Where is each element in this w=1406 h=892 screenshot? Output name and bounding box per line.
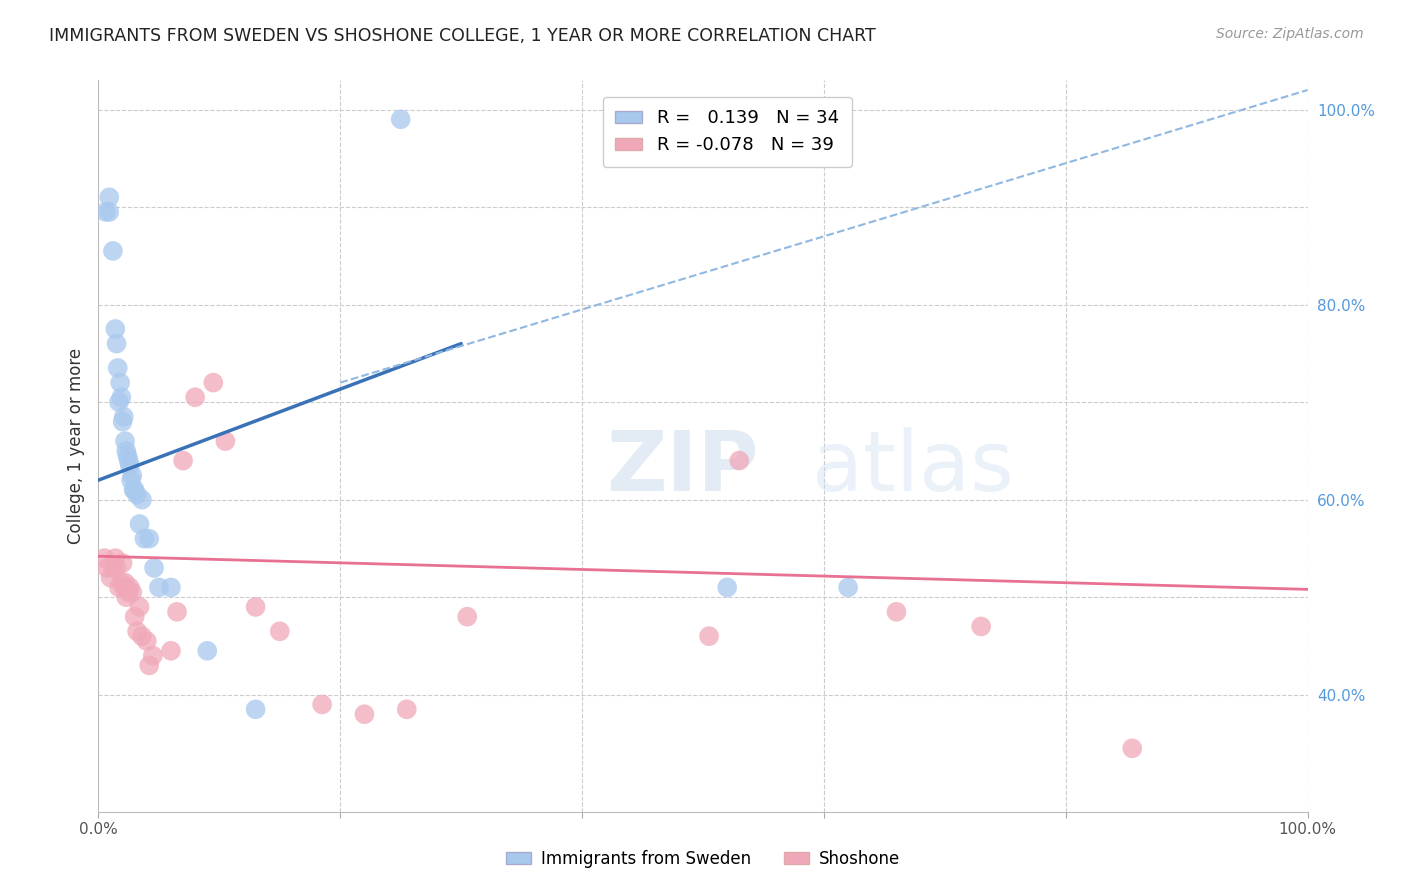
Point (269, 624, 291, 639)
Point (118, 581, 141, 595)
Point (118, 585, 141, 599)
Point (124, 609, 146, 624)
Point (121, 468, 143, 483)
Point (245, 599, 267, 614)
Point (110, 390, 132, 404)
Point (143, 561, 166, 575)
Point (120, 473, 142, 487)
Point (108, 581, 131, 595)
Point (94, 205, 117, 219)
Point (101, 244, 124, 258)
Point (1121, 741, 1143, 756)
Point (127, 488, 149, 502)
Point (104, 551, 127, 566)
Point (111, 415, 134, 429)
Text: IMMIGRANTS FROM SWEDEN VS SHOSHONE COLLEGE, 1 YEAR OR MORE CORRELATION CHART: IMMIGRANTS FROM SWEDEN VS SHOSHONE COLLE… (49, 27, 876, 45)
Point (98, 190, 121, 204)
Point (108, 376, 131, 390)
Point (128, 516, 150, 531)
Point (105, 561, 128, 575)
Point (172, 453, 194, 467)
Point (111, 556, 134, 570)
Point (108, 395, 131, 409)
Point (214, 434, 236, 449)
Point (114, 575, 136, 590)
Point (389, 112, 412, 127)
Point (160, 644, 183, 658)
Y-axis label: College, 1 year or more: College, 1 year or more (66, 348, 84, 544)
Point (166, 605, 188, 619)
Point (105, 336, 128, 351)
Point (107, 361, 129, 376)
Point (117, 449, 139, 463)
Point (138, 658, 160, 673)
Point (138, 532, 160, 546)
Point (115, 443, 138, 458)
Point (124, 483, 146, 497)
Point (100, 571, 122, 585)
Legend: Immigrants from Sweden, Shoshone: Immigrants from Sweden, Shoshone (499, 844, 907, 875)
Point (716, 581, 738, 595)
Text: Source: ZipAtlas.com: Source: ZipAtlas.com (1216, 27, 1364, 41)
Legend: R =   0.139   N = 34, R = -0.078   N = 39: R = 0.139 N = 34, R = -0.078 N = 39 (603, 96, 852, 167)
Point (131, 492, 153, 507)
Point (122, 483, 145, 497)
Point (110, 575, 132, 590)
Point (127, 624, 149, 639)
Point (96, 561, 118, 575)
Point (970, 619, 993, 633)
Point (456, 609, 478, 624)
Point (93, 551, 115, 566)
Point (112, 581, 135, 595)
Point (160, 581, 183, 595)
Point (118, 453, 141, 467)
Point (114, 434, 136, 449)
Point (118, 458, 141, 473)
Point (886, 605, 908, 619)
Point (142, 648, 165, 663)
Point (98, 205, 121, 219)
Point (128, 599, 150, 614)
Point (195, 644, 218, 658)
Point (121, 585, 143, 599)
Point (245, 702, 267, 716)
Point (104, 322, 127, 336)
Text: ZIP: ZIP (606, 427, 759, 508)
Point (148, 581, 170, 595)
Point (115, 590, 138, 604)
Point (353, 707, 375, 722)
Point (697, 629, 720, 643)
Point (112, 409, 135, 424)
Point (184, 390, 207, 404)
Point (101, 561, 124, 575)
Point (395, 702, 418, 716)
Point (728, 453, 751, 467)
Point (202, 376, 225, 390)
Text: atlas: atlas (811, 427, 1014, 508)
Point (135, 634, 157, 648)
Point (311, 698, 333, 712)
Point (131, 629, 153, 643)
Point (837, 581, 859, 595)
Point (134, 532, 156, 546)
